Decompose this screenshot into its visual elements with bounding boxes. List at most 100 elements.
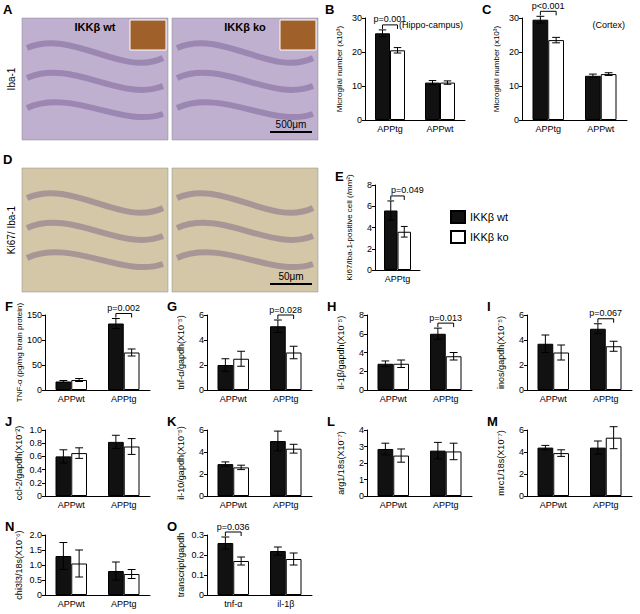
svg-text:4: 4: [199, 447, 204, 457]
svg-text:L: L: [327, 414, 335, 429]
svg-text:2: 2: [199, 469, 204, 479]
svg-text:APPwt: APPwt: [540, 394, 568, 404]
svg-text:tnf-α/gapdh(X10⁻⁵): tnf-α/gapdh(X10⁻⁵): [176, 315, 186, 389]
svg-text:3: 3: [359, 442, 364, 452]
svg-text:2.0: 2.0: [29, 530, 42, 540]
svg-text:2: 2: [199, 360, 204, 370]
svg-text:30: 30: [509, 13, 519, 23]
svg-text:TNF-α (pg/mg brain protein): TNF-α (pg/mg brain protein): [15, 303, 24, 403]
svg-text:il-1β/gapdh(X10⁻⁵): il-1β/gapdh(X10⁻⁵): [336, 316, 346, 389]
svg-text:20: 20: [509, 47, 519, 57]
svg-text:6: 6: [519, 425, 524, 435]
svg-text:p=0.049: p=0.049: [391, 185, 424, 195]
svg-text:1.5: 1.5: [29, 545, 42, 555]
svg-text:F: F: [5, 299, 13, 314]
svg-text:APPwt: APPwt: [380, 394, 408, 404]
svg-text:p=0.036: p=0.036: [217, 522, 250, 532]
svg-text:0: 0: [37, 590, 42, 600]
svg-text:0: 0: [357, 115, 362, 125]
svg-text:8: 8: [359, 310, 364, 320]
svg-text:Ki67/Iba-1-positive cell (/mm²: Ki67/Iba-1-positive cell (/mm²): [345, 174, 354, 281]
svg-text:0.2: 0.2: [29, 478, 42, 488]
svg-text:4: 4: [359, 348, 364, 358]
svg-text:D: D: [3, 152, 12, 167]
svg-text:p<0.001: p<0.001: [532, 1, 565, 11]
svg-text:APPwt: APPwt: [380, 500, 408, 510]
svg-text:0.4: 0.4: [29, 465, 42, 475]
svg-text:APPtg: APPtg: [433, 500, 459, 510]
svg-text:p=0.013: p=0.013: [429, 313, 462, 323]
svg-text:6: 6: [367, 201, 372, 211]
svg-text:100: 100: [27, 335, 42, 345]
svg-text:APPwt: APPwt: [220, 500, 248, 510]
svg-text:A: A: [3, 2, 13, 17]
svg-text:6: 6: [199, 310, 204, 320]
svg-text:G: G: [167, 299, 177, 314]
svg-text:p=0.002: p=0.002: [107, 303, 140, 313]
svg-text:APPtg: APPtg: [593, 500, 619, 510]
svg-text:APPtg: APPtg: [111, 394, 137, 404]
svg-text:il-1β: il-1β: [277, 599, 294, 609]
svg-text:IKKβ ko: IKKβ ko: [224, 21, 266, 33]
svg-text:il-10/gapdh(X10⁻⁵): il-10/gapdh(X10⁻⁵): [176, 426, 186, 499]
svg-text:J: J: [5, 414, 12, 429]
svg-text:E: E: [335, 169, 344, 184]
svg-text:6: 6: [359, 329, 364, 339]
svg-text:2: 2: [519, 469, 524, 479]
svg-text:8: 8: [367, 180, 372, 190]
svg-text:0.8: 0.8: [29, 438, 42, 448]
svg-text:0.6: 0.6: [29, 451, 42, 461]
svg-text:0: 0: [199, 590, 204, 600]
svg-text:0.3: 0.3: [191, 530, 204, 540]
svg-text:chi3l3/18s(X10⁻⁶): chi3l3/18s(X10⁻⁶): [14, 530, 24, 599]
svg-text:0: 0: [199, 491, 204, 501]
svg-text:0: 0: [367, 265, 372, 275]
svg-text:2: 2: [367, 244, 372, 254]
svg-text:500μm: 500μm: [276, 119, 307, 130]
svg-text:B: B: [325, 2, 334, 17]
svg-text:50μm: 50μm: [278, 271, 303, 282]
svg-text:inos/gapdh(X10⁻⁵): inos/gapdh(X10⁻⁵): [496, 316, 506, 389]
svg-text:APPwt: APPwt: [220, 394, 248, 404]
svg-text:1.0: 1.0: [29, 425, 42, 435]
svg-text:10: 10: [509, 81, 519, 91]
svg-text:APPwt: APPwt: [587, 124, 615, 134]
svg-text:IKKβ wt: IKKβ wt: [470, 211, 508, 223]
svg-text:30: 30: [352, 13, 362, 23]
svg-text:0: 0: [199, 385, 204, 395]
svg-text:ccl-2/gapdh(X10⁻²): ccl-2/gapdh(X10⁻²): [14, 426, 24, 501]
svg-text:APPtg: APPtg: [593, 394, 619, 404]
svg-text:APPwt: APPwt: [540, 500, 568, 510]
svg-text:(Hippo-campus): (Hippo-campus): [399, 20, 463, 30]
svg-text:p=0.067: p=0.067: [589, 308, 622, 318]
svg-text:APPtg: APPtg: [377, 124, 403, 134]
svg-text:transcript/gapdh: transcript/gapdh: [176, 533, 186, 598]
svg-text:10: 10: [352, 81, 362, 91]
svg-text:Iba-1: Iba-1: [6, 67, 17, 90]
svg-text:APPwt: APPwt: [426, 124, 454, 134]
svg-text:IKKβ ko: IKKβ ko: [470, 231, 509, 243]
svg-text:50: 50: [32, 360, 42, 370]
svg-text:M: M: [487, 414, 498, 429]
svg-text:6: 6: [519, 310, 524, 320]
svg-text:APPtg: APPtg: [111, 599, 137, 609]
svg-text:Ki67/ Iba-1: Ki67/ Iba-1: [6, 205, 17, 254]
svg-text:20: 20: [352, 47, 362, 57]
svg-text:0: 0: [519, 491, 524, 501]
svg-text:4: 4: [359, 425, 364, 435]
svg-text:1.0: 1.0: [29, 560, 42, 570]
svg-text:Microglial number (x10³): Microglial number (x10³): [492, 26, 501, 113]
svg-text:arg1/18s(X10⁻⁷): arg1/18s(X10⁻⁷): [336, 431, 346, 494]
svg-text:I: I: [487, 299, 491, 314]
svg-text:APPwt: APPwt: [58, 500, 86, 510]
svg-text:1: 1: [359, 475, 364, 485]
svg-text:O: O: [167, 519, 177, 534]
svg-text:2: 2: [519, 360, 524, 370]
svg-text:0.2: 0.2: [191, 550, 204, 560]
svg-text:APPtg: APPtg: [273, 500, 299, 510]
svg-text:150: 150: [27, 310, 42, 320]
svg-text:K: K: [167, 414, 177, 429]
svg-text:0: 0: [519, 385, 524, 395]
svg-text:0: 0: [37, 491, 42, 501]
svg-text:0.5: 0.5: [29, 575, 42, 585]
